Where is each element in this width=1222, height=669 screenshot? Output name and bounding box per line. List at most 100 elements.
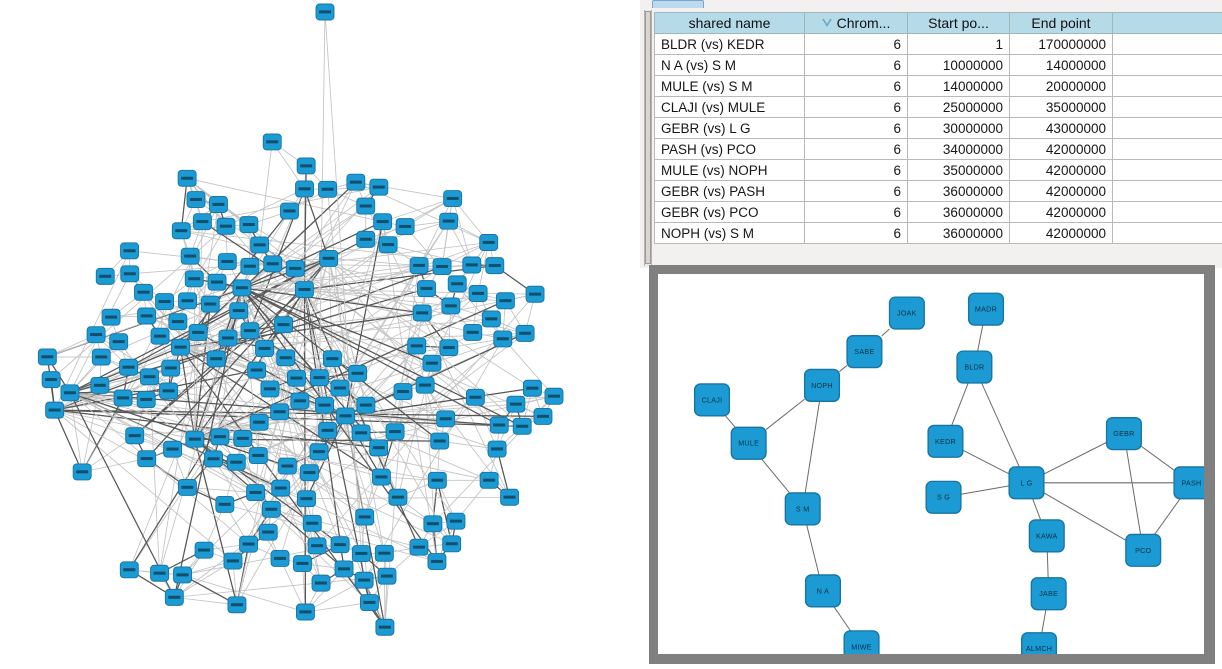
- main-network-edge[interactable]: [225, 188, 305, 227]
- subnetwork-edge[interactable]: [1032, 498, 1042, 521]
- subnetwork-node[interactable]: MULE: [730, 426, 767, 460]
- table-cell-start_point[interactable]: 1: [907, 33, 1010, 55]
- subnetwork-node-shape[interactable]: [967, 292, 1005, 326]
- main-network-canvas[interactable]: [0, 0, 650, 669]
- main-network-edge[interactable]: [344, 415, 382, 478]
- subnetwork-edge[interactable]: [839, 365, 848, 372]
- table-row[interactable]: BLDR (vs) KEDR61170000000192.0: [654, 33, 1222, 55]
- table-cell-start_point[interactable]: 36000000: [907, 222, 1010, 244]
- subnetwork-node[interactable]: KEDR: [927, 424, 964, 458]
- table-cell-genetic[interactable]: 9.9: [1112, 222, 1222, 244]
- subnetwork-node[interactable]: JABE: [1030, 577, 1067, 611]
- main-network-edge[interactable]: [134, 330, 251, 437]
- main-network-edge[interactable]: [279, 558, 306, 613]
- main-network-edge[interactable]: [69, 392, 83, 472]
- table-cell-chromosome[interactable]: 6: [804, 222, 908, 244]
- column-header-genetic[interactable]: Genetic...: [1112, 12, 1222, 34]
- table-cell-genetic[interactable]: 8.4: [1112, 201, 1222, 223]
- main-network-edge[interactable]: [95, 334, 365, 518]
- main-network-edge[interactable]: [241, 287, 506, 302]
- main-network-edge[interactable]: [180, 346, 272, 510]
- main-network-edge[interactable]: [54, 409, 83, 473]
- main-network-edge[interactable]: [344, 221, 384, 417]
- table-cell-chromosome[interactable]: 6: [804, 159, 908, 181]
- main-network-edge[interactable]: [249, 244, 389, 332]
- main-network-edge[interactable]: [146, 315, 346, 417]
- main-network-edge[interactable]: [363, 338, 504, 581]
- table-cell-chromosome[interactable]: 6: [804, 33, 908, 55]
- main-network-edge[interactable]: [241, 205, 366, 289]
- main-network-edge[interactable]: [180, 205, 366, 348]
- subnetwork-node[interactable]: MIWE: [843, 630, 880, 654]
- subnetwork-node[interactable]: GEBR: [1105, 417, 1142, 451]
- main-network-edge[interactable]: [54, 409, 234, 562]
- table-cell-genetic[interactable]: 8.9: [1112, 180, 1222, 202]
- main-network-edge[interactable]: [441, 198, 454, 267]
- main-network-edge[interactable]: [345, 332, 526, 417]
- subnetwork-node[interactable]: CLAJI: [693, 383, 731, 417]
- main-network-edge[interactable]: [345, 403, 516, 417]
- subnetwork-edge[interactable]: [977, 324, 984, 352]
- main-network-edge[interactable]: [241, 287, 438, 562]
- column-header-start-point[interactable]: Start po...: [907, 12, 1010, 34]
- main-network-edge[interactable]: [69, 341, 119, 394]
- table-cell-chromosome[interactable]: 6: [804, 138, 908, 160]
- subnetwork-node[interactable]: NOPH: [803, 368, 841, 402]
- main-network-edge[interactable]: [54, 409, 543, 418]
- main-network-view[interactable]: [0, 0, 650, 669]
- subnetwork-edge[interactable]: [804, 401, 821, 494]
- subnetwork-node-shape[interactable]: [1021, 632, 1058, 654]
- table-cell-chromosome[interactable]: 6: [804, 180, 908, 202]
- main-network-edge[interactable]: [241, 287, 500, 426]
- table-row[interactable]: GEBR (vs) L G6300000004300000016.9: [654, 117, 1222, 139]
- subnetwork-edge[interactable]: [725, 415, 736, 428]
- table-cell-end_point[interactable]: 42000000: [1009, 222, 1113, 244]
- main-network-edge[interactable]: [328, 257, 420, 266]
- subnetwork-node-shape[interactable]: [925, 480, 962, 514]
- main-network-edge[interactable]: [224, 504, 438, 562]
- table-cell-shared_name[interactable]: GEBR (vs) L G: [654, 117, 805, 139]
- main-network-edge[interactable]: [69, 392, 147, 400]
- subnetwork-edge[interactable]: [1046, 551, 1049, 578]
- table-cell-start_point[interactable]: 30000000: [907, 117, 1010, 139]
- subnetwork-edge[interactable]: [960, 485, 1010, 495]
- table-cell-start_point[interactable]: 25000000: [907, 96, 1010, 118]
- subnetwork-node[interactable]: PASH: [1173, 466, 1204, 500]
- main-network-edge[interactable]: [477, 242, 490, 294]
- table-cell-genetic[interactable]: 10.5: [1112, 159, 1222, 181]
- main-network-edge[interactable]: [304, 289, 473, 333]
- main-network-edge[interactable]: [179, 347, 196, 440]
- subnetwork-node[interactable]: JOAK: [888, 296, 925, 330]
- subnetwork-node-shape[interactable]: [1008, 466, 1045, 500]
- subnetwork-node[interactable]: KAWA: [1028, 519, 1065, 553]
- subnetwork-node-shape[interactable]: [803, 368, 841, 402]
- table-scrollbar-thumb[interactable]: [645, 11, 651, 264]
- subnetwork-node[interactable]: SABE: [846, 335, 883, 369]
- subnetwork-edge[interactable]: [806, 524, 820, 576]
- table-cell-end_point[interactable]: 14000000: [1009, 54, 1113, 76]
- main-network-edge[interactable]: [303, 188, 330, 259]
- table-cell-genetic[interactable]: 192.0: [1112, 33, 1222, 55]
- table-cell-shared_name[interactable]: N A (vs) S M: [654, 54, 805, 76]
- table-cell-genetic[interactable]: 5.9: [1112, 96, 1222, 118]
- main-network-edge[interactable]: [269, 289, 305, 390]
- subnetwork-edge[interactable]: [962, 449, 1010, 475]
- main-network-edge[interactable]: [474, 397, 498, 450]
- subnetwork-node-shape[interactable]: [693, 383, 731, 417]
- subnetwork-edge[interactable]: [881, 328, 890, 337]
- column-header-end-point[interactable]: End point: [1009, 12, 1113, 34]
- table-cell-start_point[interactable]: 36000000: [907, 180, 1010, 202]
- subnetwork-edge[interactable]: [1041, 609, 1047, 633]
- subnetwork-canvas[interactable]: JOAK MADR SABE BLDR NOPH CLAJI KEDR GEBR MULE L G…: [658, 274, 1204, 654]
- subnetwork-edge[interactable]: [1043, 492, 1127, 541]
- main-network-edge[interactable]: [69, 392, 341, 546]
- subnetwork-edge[interactable]: [765, 398, 805, 430]
- main-network-edge[interactable]: [259, 141, 273, 246]
- table-cell-end_point[interactable]: 43000000: [1009, 117, 1113, 139]
- subnetwork-node-shape[interactable]: [784, 492, 821, 526]
- table-cell-start_point[interactable]: 10000000: [907, 54, 1010, 76]
- subnetwork-node[interactable]: S M: [784, 492, 821, 526]
- table-row[interactable]: PASH (vs) PCO6340000004200000011.4: [654, 138, 1222, 160]
- table-cell-genetic[interactable]: 6.6: [1112, 54, 1222, 76]
- table-cell-shared_name[interactable]: GEBR (vs) PASH: [654, 180, 805, 202]
